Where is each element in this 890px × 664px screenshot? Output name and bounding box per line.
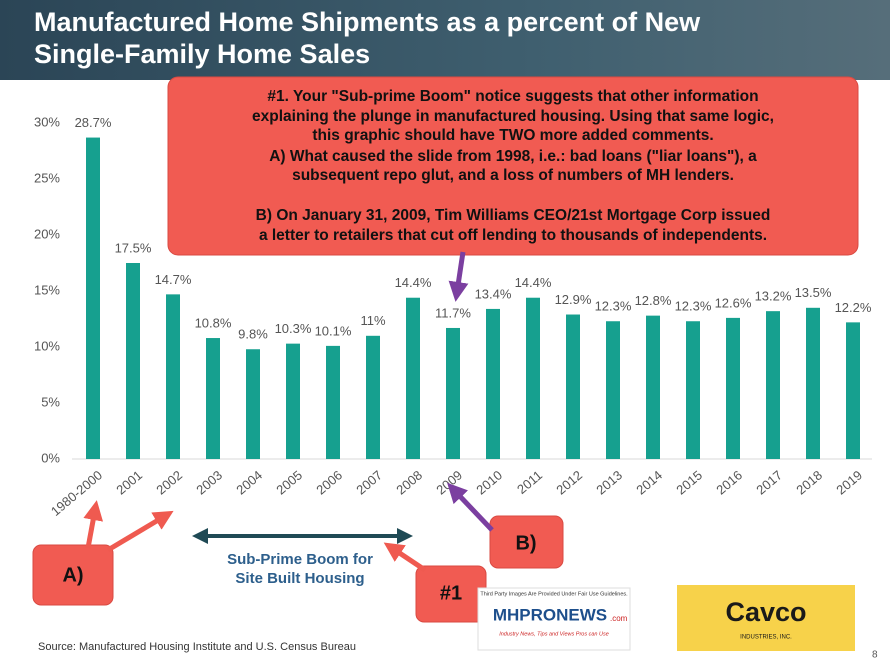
arrow bbox=[83, 500, 104, 549]
page-number: 8 bbox=[872, 650, 878, 661]
bar bbox=[166, 294, 180, 459]
cavco-sub: INDUSTRIES, INC. bbox=[740, 635, 792, 641]
value-label: 12.3% bbox=[675, 299, 712, 314]
boom-text: Sub-Prime Boom for bbox=[227, 551, 373, 568]
value-label: 13.5% bbox=[795, 285, 832, 300]
b-label: B) bbox=[515, 532, 536, 554]
logo-note: Third Party Images Are Provided Under Fa… bbox=[480, 591, 628, 597]
a-box bbox=[32, 544, 114, 606]
bar bbox=[366, 335, 380, 459]
bar bbox=[606, 321, 620, 459]
bar bbox=[806, 307, 820, 459]
value-label: 28.7% bbox=[75, 115, 112, 130]
value-label: 14.4% bbox=[395, 275, 432, 290]
value-label: 12.6% bbox=[715, 295, 752, 310]
arrow bbox=[383, 542, 427, 573]
callout-text: subsequent repo glut, and a loss of numb… bbox=[292, 167, 734, 184]
header bbox=[0, 0, 890, 80]
bar bbox=[726, 317, 740, 459]
y-tick-label: 10% bbox=[34, 338, 60, 353]
y-tick-label: 30% bbox=[34, 114, 60, 129]
callout-text: this graphic should have TWO more added … bbox=[312, 127, 713, 144]
bar bbox=[846, 322, 860, 459]
bar bbox=[86, 137, 100, 459]
value-label: 12.8% bbox=[635, 293, 672, 308]
y-tick-label: 15% bbox=[34, 282, 60, 297]
y-tick-label: 20% bbox=[34, 226, 60, 241]
bar bbox=[566, 314, 580, 459]
cavco-logo bbox=[677, 585, 855, 651]
bar bbox=[766, 311, 780, 459]
bar bbox=[286, 343, 300, 459]
arrow bbox=[447, 482, 494, 532]
value-label: 10.1% bbox=[315, 323, 352, 338]
value-label: 10.3% bbox=[275, 321, 312, 336]
callout-box bbox=[167, 76, 859, 256]
y-tick-label: 0% bbox=[41, 450, 60, 465]
source: Source: Manufactured Housing Institute a… bbox=[38, 641, 356, 653]
arrow bbox=[448, 251, 469, 302]
cavco-text: Cavco bbox=[725, 597, 806, 627]
value-label: 12.3% bbox=[595, 299, 632, 314]
value-label: 12.2% bbox=[835, 300, 872, 315]
value-label: 12.9% bbox=[555, 292, 592, 307]
bar bbox=[526, 297, 540, 459]
a-label: A) bbox=[62, 564, 83, 586]
bar bbox=[326, 345, 340, 459]
value-label: 13.4% bbox=[475, 286, 512, 301]
y-tick-label: 5% bbox=[41, 394, 60, 409]
num-label: #1 bbox=[440, 582, 462, 604]
bar bbox=[686, 321, 700, 459]
logo-tld: .com bbox=[610, 614, 628, 623]
logo-tag: Industry News, Tips and Views Pros can U… bbox=[499, 631, 609, 637]
bar bbox=[486, 308, 500, 459]
value-label: 11.7% bbox=[435, 305, 471, 320]
boom-text: Site Built Housing bbox=[235, 570, 364, 587]
mhpronews-logo bbox=[477, 587, 631, 651]
logo-text: MHPRONEWS bbox=[493, 605, 607, 624]
callout-text: #1. Your "Sub-prime Boom" notice suggest… bbox=[267, 88, 758, 105]
callout-text: a letter to retailers that cut off lendi… bbox=[259, 227, 767, 244]
value-label: 17.5% bbox=[115, 240, 152, 255]
chart-title: Manufactured Home Shipments as a percent… bbox=[34, 7, 701, 69]
value-label: 11% bbox=[360, 313, 385, 328]
arrow bbox=[106, 510, 174, 553]
callout-text: B) On January 31, 2009, Tim Williams CEO… bbox=[256, 207, 771, 224]
bar bbox=[126, 263, 140, 459]
value-label: 10.8% bbox=[195, 315, 232, 330]
value-label: 14.4% bbox=[515, 275, 552, 290]
bar bbox=[246, 349, 260, 459]
value-label: 13.2% bbox=[755, 289, 792, 304]
callout-text: A) What caused the slide from 1998, i.e.… bbox=[269, 148, 757, 165]
bar bbox=[206, 338, 220, 459]
bar bbox=[646, 315, 660, 459]
callout-text: explaining the plunge in manufactured ho… bbox=[252, 108, 774, 125]
value-label: 14.7% bbox=[155, 272, 192, 287]
callout: #1. Your "Sub-prime Boom" notice suggest… bbox=[252, 88, 774, 244]
b-box bbox=[489, 515, 564, 569]
bar bbox=[446, 327, 460, 459]
value-label: 9.8% bbox=[238, 327, 268, 342]
bar bbox=[406, 297, 420, 459]
y-tick-label: 25% bbox=[34, 170, 60, 185]
